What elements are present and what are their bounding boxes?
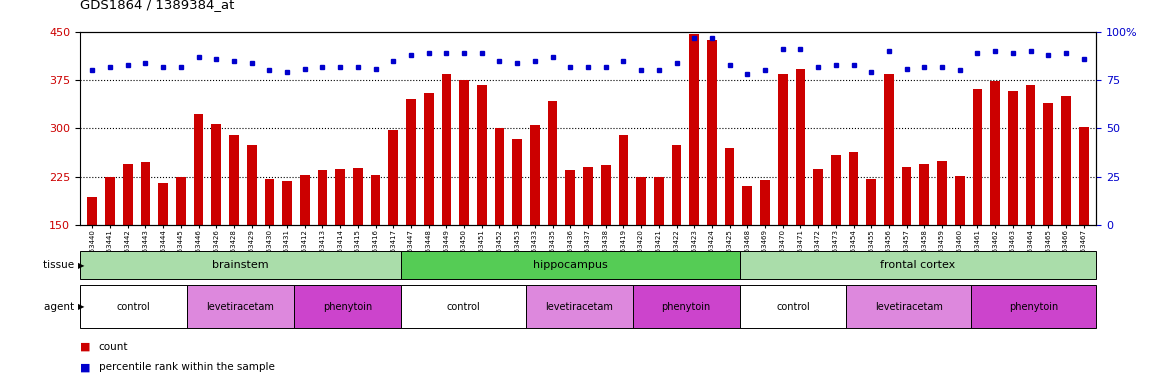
Text: hippocampus: hippocampus <box>533 260 608 270</box>
Bar <box>847 285 971 328</box>
Bar <box>401 251 740 279</box>
Bar <box>955 176 964 225</box>
Text: ■: ■ <box>80 342 91 352</box>
Text: control: control <box>116 302 151 312</box>
Text: agent: agent <box>45 302 78 312</box>
Bar <box>194 114 203 225</box>
Bar <box>87 197 98 225</box>
Bar <box>388 130 399 225</box>
Bar <box>370 175 381 225</box>
Text: levetiracetam: levetiracetam <box>546 302 613 312</box>
Bar <box>335 169 345 225</box>
Bar <box>105 177 115 225</box>
Bar <box>707 40 717 225</box>
Text: ▶: ▶ <box>78 261 85 270</box>
Bar <box>795 69 806 225</box>
Bar <box>80 285 187 328</box>
Bar <box>123 164 133 225</box>
Bar <box>740 285 847 328</box>
Bar <box>406 99 416 225</box>
Bar <box>601 165 610 225</box>
Bar <box>401 285 526 328</box>
Bar <box>583 167 593 225</box>
Bar <box>671 144 681 225</box>
Bar <box>689 34 699 225</box>
Bar <box>619 135 628 225</box>
Bar <box>1078 127 1089 225</box>
Bar <box>566 170 575 225</box>
Text: phenytoin: phenytoin <box>1009 302 1058 312</box>
Bar <box>884 74 894 225</box>
Bar <box>513 140 522 225</box>
Bar <box>300 175 309 225</box>
Bar <box>814 169 823 225</box>
Bar <box>477 85 487 225</box>
Text: control: control <box>776 302 810 312</box>
Bar <box>777 74 788 225</box>
Text: levetiracetam: levetiracetam <box>875 302 943 312</box>
Bar <box>495 128 505 225</box>
Text: ■: ■ <box>80 363 91 372</box>
Bar <box>141 162 151 225</box>
Bar <box>265 178 274 225</box>
Bar <box>973 89 982 225</box>
Bar <box>318 170 327 225</box>
Bar <box>526 285 633 328</box>
Bar <box>80 251 401 279</box>
Bar <box>937 160 947 225</box>
Bar <box>971 285 1096 328</box>
Bar <box>636 177 646 225</box>
Bar <box>176 177 186 225</box>
Text: GDS1864 / 1389384_at: GDS1864 / 1389384_at <box>80 0 234 11</box>
Bar <box>920 164 929 225</box>
Bar <box>159 183 168 225</box>
Bar <box>530 125 540 225</box>
Bar <box>459 80 469 225</box>
Bar <box>441 74 452 225</box>
Bar <box>187 285 294 328</box>
Bar <box>1043 103 1053 225</box>
Bar <box>353 168 362 225</box>
Bar <box>1025 85 1035 225</box>
Bar <box>724 148 735 225</box>
Bar <box>1008 91 1017 225</box>
Text: ▶: ▶ <box>78 302 85 311</box>
Bar <box>849 152 858 225</box>
Bar <box>247 144 256 225</box>
Bar <box>1061 96 1071 225</box>
Bar <box>229 135 239 225</box>
Text: tissue: tissue <box>44 260 78 270</box>
Bar <box>633 285 740 328</box>
Bar <box>760 180 770 225</box>
Text: phenytoin: phenytoin <box>661 302 710 312</box>
Bar <box>742 186 753 225</box>
Bar <box>867 179 876 225</box>
Bar <box>548 101 557 225</box>
Bar <box>990 81 1000 225</box>
Text: brainstem: brainstem <box>212 260 268 270</box>
Bar <box>902 167 911 225</box>
Bar <box>282 181 292 225</box>
Text: levetiracetam: levetiracetam <box>207 302 274 312</box>
Bar <box>423 93 434 225</box>
Text: percentile rank within the sample: percentile rank within the sample <box>99 363 275 372</box>
Bar <box>294 285 401 328</box>
Text: phenytoin: phenytoin <box>322 302 372 312</box>
Bar <box>740 251 1096 279</box>
Text: frontal cortex: frontal cortex <box>880 260 955 270</box>
Bar <box>212 124 221 225</box>
Text: control: control <box>447 302 480 312</box>
Bar <box>831 156 841 225</box>
Bar <box>654 177 663 225</box>
Text: count: count <box>99 342 128 352</box>
